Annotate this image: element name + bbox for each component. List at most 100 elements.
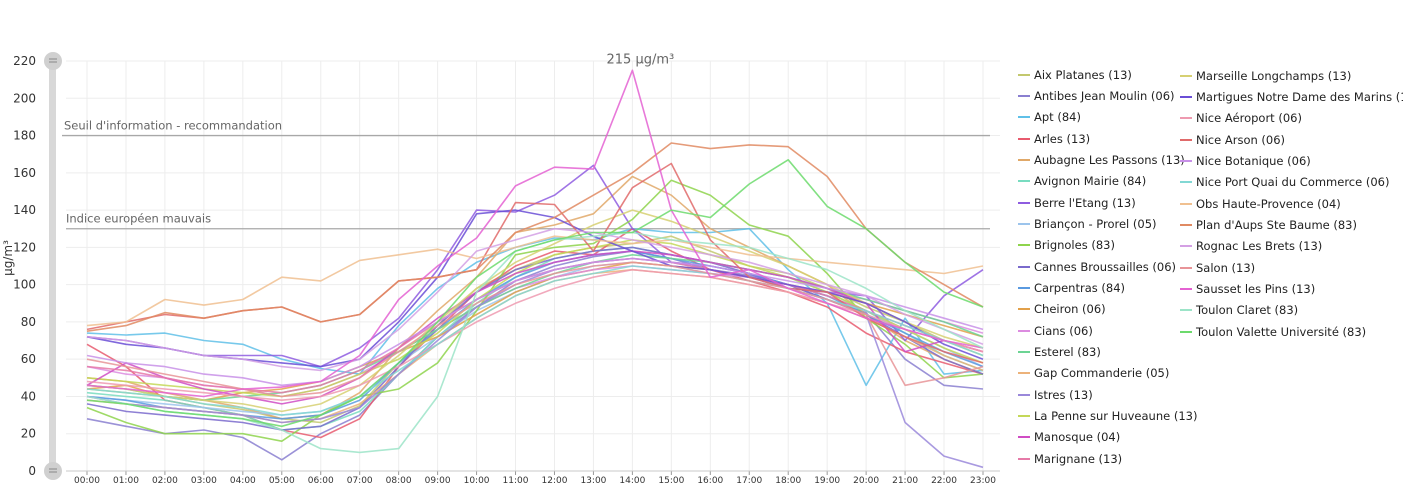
legend-swatch	[1180, 288, 1192, 290]
threshold-label: Seuil d'information - recommandation	[64, 119, 282, 133]
x-tick-label: 19:00	[814, 476, 840, 486]
range-track[interactable]	[49, 61, 56, 471]
x-tick-label: 17:00	[736, 476, 762, 486]
legend-label: Esterel (83)	[1034, 345, 1101, 360]
legend-label: Marignane (13)	[1034, 451, 1123, 466]
x-tick-label: 06:00	[308, 476, 334, 486]
x-tick-label: 11:00	[503, 476, 529, 486]
legend-item[interactable]: Istres (13)	[1018, 384, 1093, 405]
legend-label: Brignoles (83)	[1034, 238, 1115, 253]
legend-label: Antibes Jean Moulin (06)	[1034, 88, 1175, 103]
legend-item[interactable]: Marseille Longchamps (13)	[1180, 65, 1351, 86]
legend-item[interactable]: Toulon Valette Université (83)	[1180, 321, 1366, 342]
legend-label: Aubagne Les Passons (13)	[1034, 152, 1185, 167]
legend-item[interactable]: Obs Haute-Provence (04)	[1180, 193, 1341, 214]
threshold-lines: Seuil d'information - recommandation Indi…	[62, 119, 990, 230]
series-lines	[86, 69, 984, 469]
legend-item[interactable]: Plan d'Aups Ste Baume (83)	[1180, 214, 1357, 235]
legend-item[interactable]: Carpentras (84)	[1018, 278, 1125, 299]
legend-item[interactable]: Marignane (13)	[1018, 448, 1122, 469]
legend-swatch	[1180, 95, 1192, 98]
legend-label: Toulon Valette Université (83)	[1196, 324, 1367, 339]
legend-item[interactable]: Sausset les Pins (13)	[1180, 279, 1315, 300]
legend-label: Manosque (04)	[1034, 430, 1121, 445]
series-line[interactable]	[86, 235, 984, 327]
legend-item[interactable]: Martigues Notre Dame des Marins (13)	[1180, 86, 1403, 107]
legend-swatch	[1180, 330, 1192, 333]
x-tick-label: 08:00	[386, 476, 412, 486]
legend-item[interactable]: Berre l'Etang (13)	[1018, 192, 1136, 213]
series-line[interactable]	[86, 239, 984, 398]
legend-swatch	[1018, 436, 1030, 439]
legend-swatch	[1018, 244, 1030, 247]
series-line[interactable]	[86, 227, 984, 372]
y-tick-label: 160	[13, 166, 36, 180]
legend-swatch	[1180, 117, 1192, 120]
legend-label: Sausset les Pins (13)	[1196, 282, 1316, 296]
annotations: 215 µg/m³	[607, 52, 675, 67]
legend-swatch	[1180, 309, 1192, 312]
x-tick-label: 13:00	[580, 476, 606, 486]
range-handle-top[interactable]	[44, 52, 62, 70]
axes: 0 20 40 60 80 100 120 140 160 180 200 220 00:00 01:00…	[1, 54, 1000, 486]
series-line[interactable]	[86, 257, 984, 387]
y-tick-label: 200	[13, 91, 36, 105]
series-line[interactable]	[86, 261, 984, 398]
x-tick-label: 01:00	[113, 476, 139, 486]
legend-item[interactable]: Cians (06)	[1018, 320, 1093, 341]
legend-item[interactable]: Nice Botanique (06)	[1180, 150, 1311, 171]
legend-label: Cians (06)	[1034, 323, 1093, 338]
legend-item[interactable]: Nice Arson (06)	[1180, 129, 1285, 150]
vertical-range-selector[interactable]	[44, 52, 62, 480]
legend-item[interactable]: Manosque (04)	[1018, 427, 1120, 448]
legend-item[interactable]: Briançon - Prorel (05)	[1018, 213, 1157, 234]
legend-label: Rognac Les Brets (13)	[1196, 239, 1323, 254]
y-tick-label: 0	[28, 464, 36, 478]
legend-item[interactable]: Brignoles (83)	[1018, 235, 1115, 256]
peak-annotation: 215 µg/m³	[607, 52, 675, 67]
series-line[interactable]	[86, 179, 984, 443]
legend-swatch	[1018, 222, 1030, 225]
y-tick-label: 60	[21, 352, 36, 366]
series-line[interactable]	[86, 209, 984, 413]
legend-swatch	[1018, 351, 1030, 354]
legend-swatch	[1180, 223, 1192, 226]
legend-swatch	[1180, 266, 1192, 269]
legend-item[interactable]: Antibes Jean Moulin (06)	[1018, 85, 1175, 106]
x-tick-label: 12:00	[542, 476, 568, 486]
series-line[interactable]	[86, 142, 984, 332]
legend-item[interactable]: Avignon Mairie (84)	[1018, 171, 1146, 192]
legend-swatch	[1018, 415, 1030, 418]
legend-item[interactable]: Esterel (83)	[1018, 342, 1101, 363]
y-tick-label: 20	[21, 427, 36, 441]
legend-item[interactable]: Toulon Claret (83)	[1180, 300, 1298, 321]
legend-swatch	[1018, 180, 1030, 183]
legend-swatch	[1180, 245, 1192, 248]
legend-label: Aix Platanes (13)	[1034, 67, 1132, 82]
series-line[interactable]	[86, 227, 984, 387]
series-line[interactable]	[86, 159, 984, 428]
legend-item[interactable]: La Penne sur Huveaune (13)	[1018, 406, 1197, 427]
x-tick-label: 07:00	[347, 476, 373, 486]
legend-label: Martigues Notre Dame des Marins (13)	[1196, 89, 1403, 104]
legend-item[interactable]: Cannes Broussailles (06)	[1018, 256, 1176, 277]
legend-label: Gap Commanderie (05)	[1034, 366, 1170, 381]
series-line[interactable]	[86, 69, 984, 398]
legend-item[interactable]: Salon (13)	[1180, 257, 1255, 278]
legend-label: Marseille Longchamps (13)	[1196, 68, 1352, 83]
legend-item[interactable]: Rognac Les Brets (13)	[1180, 236, 1322, 257]
legend-item[interactable]: Nice Aéroport (06)	[1180, 108, 1302, 129]
legend-item[interactable]: Aubagne Les Passons (13)	[1018, 149, 1185, 170]
legend-item[interactable]: Arles (13)	[1018, 128, 1090, 149]
legend-item[interactable]: Gap Commanderie (05)	[1018, 363, 1169, 384]
x-tick-label: 21:00	[892, 476, 918, 486]
legend-swatch	[1180, 74, 1192, 77]
legend-item[interactable]: Aix Platanes (13)	[1018, 64, 1132, 85]
legend-swatch	[1018, 265, 1030, 268]
legend-item[interactable]: Cheiron (06)	[1018, 299, 1106, 320]
legend-item[interactable]: Apt (84)	[1018, 107, 1081, 128]
legend-swatch	[1018, 73, 1030, 76]
legend-item[interactable]: Nice Port Quai du Commerce (06)	[1180, 172, 1389, 193]
y-tick-label: 100	[13, 278, 36, 292]
range-handle-bottom[interactable]	[44, 462, 62, 480]
